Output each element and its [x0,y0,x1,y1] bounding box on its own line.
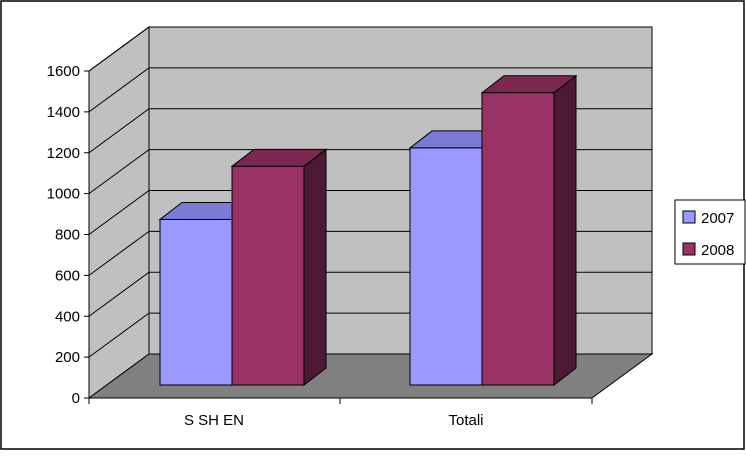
y-tick-label: 200 [55,349,80,366]
y-tick-label: 1200 [47,145,80,162]
y-tick-label: 0 [72,390,80,407]
y-tick-label: 1000 [47,186,80,203]
y-tick-label: 600 [55,267,80,284]
bar-2007-S SH EN [159,218,233,386]
bar-2008-S SH EN [231,165,305,386]
legend-swatch-2007 [682,210,696,224]
y-tick-label: 1600 [47,63,80,80]
legend-swatch-2008 [682,242,696,256]
bar-side-2008-Totali [553,74,577,387]
legend-label-2007: 2007 [701,210,734,227]
bar-2008-Totali [481,92,555,386]
gridline [88,67,652,113]
bar-side-2008-S SH EN [303,148,327,387]
legend-label-2008: 2008 [701,242,734,259]
bars [158,74,578,387]
x-tick-label: Totali [448,412,483,429]
y-tick-label: 1400 [47,104,80,121]
y-axis-ticks: 0 200 400 600 800 1000 1200 1400 1600 [47,63,89,407]
y-tick-label: 800 [55,227,80,244]
y-tick-label: 400 [55,308,80,325]
gridline [88,26,652,72]
x-tick-label: S SH EN [184,412,244,429]
x-axis-ticks: S SH EN Totali [88,398,593,429]
bar-2007-Totali [409,147,483,386]
legend: 2007 2008 [674,199,746,265]
